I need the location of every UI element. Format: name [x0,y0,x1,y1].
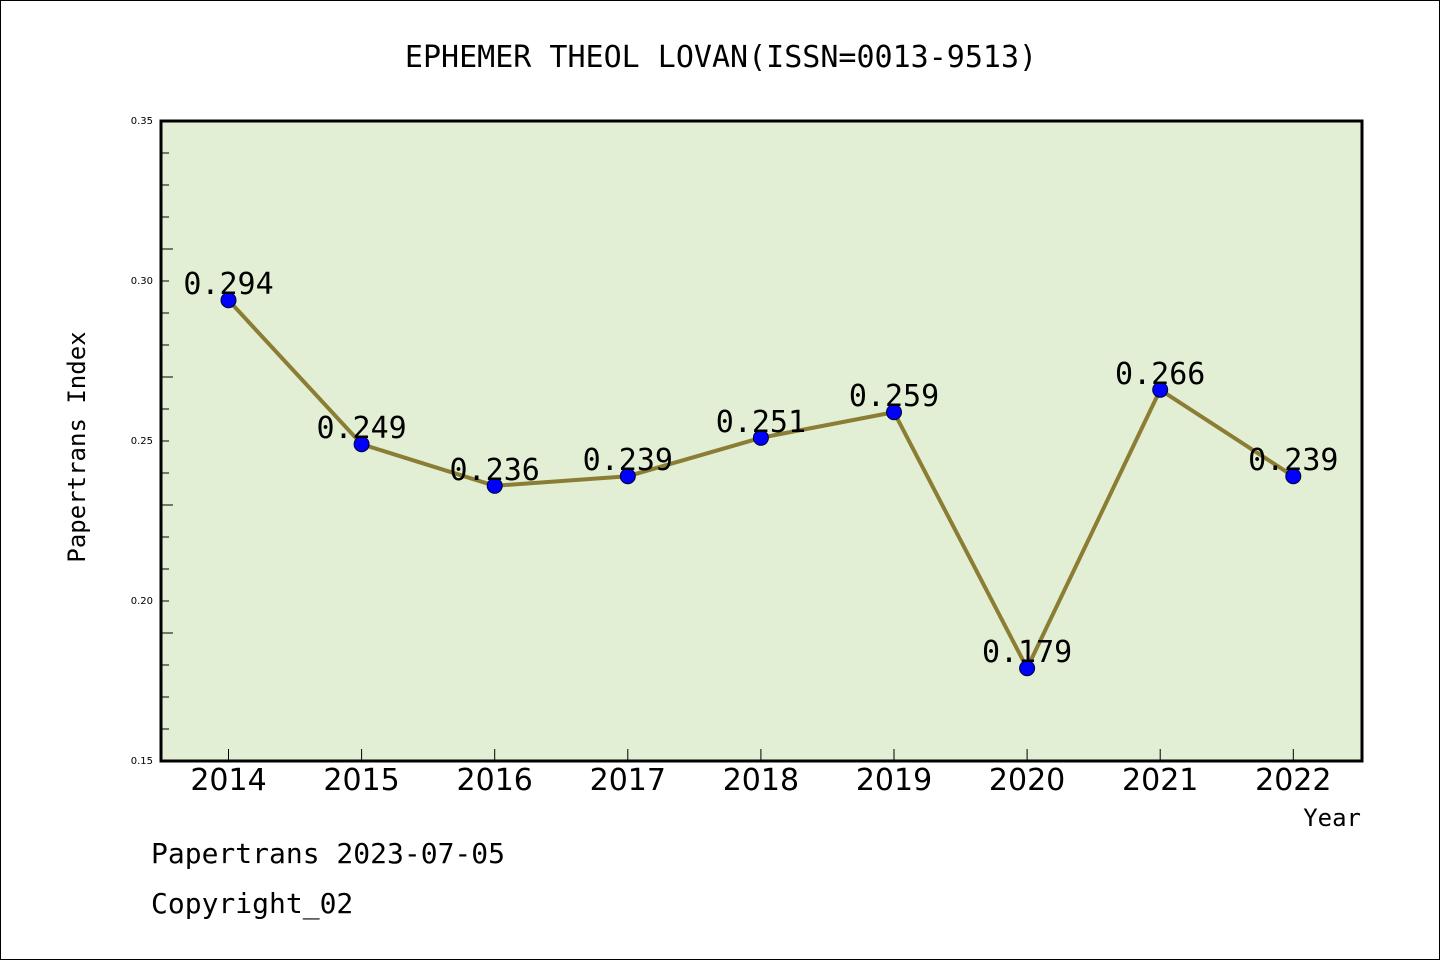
y-tick-label: 0.15 [131,756,153,767]
chart-title: EPHEMER THEOL LOVAN(ISSN=0013-9513) [405,40,1037,75]
x-tick-label: 2015 [323,763,399,798]
footer-copyright: Copyright_02 [151,887,354,920]
y-tick-label: 0.20 [131,596,153,607]
data-point [1019,660,1036,677]
y-tick-label: 0.30 [131,276,153,287]
data-label: 0.239 [583,443,673,478]
data-point [619,468,636,485]
x-tick-label: 2016 [457,763,533,798]
x-tick-label: 2014 [190,763,266,798]
data-label: 0.266 [1115,357,1205,392]
data-point [1152,381,1169,398]
x-tick-label: 2018 [723,763,799,798]
x-tick-label: 2020 [989,763,1065,798]
x-tick-label: 2019 [856,763,932,798]
data-label: 0.239 [1248,443,1338,478]
data-label: 0.236 [450,453,540,488]
data-point [486,477,503,494]
data-label: 0.251 [716,405,806,440]
x-tick-label: 2021 [1122,763,1198,798]
data-label: 0.294 [183,267,273,302]
y-axis-label: Papertrans Index [63,331,91,562]
data-label: 0.259 [849,379,939,414]
data-point [886,404,902,421]
x-tick-label: 2022 [1255,763,1331,798]
series-line-group [220,292,1302,677]
data-point [353,436,370,453]
footer-date: Papertrans 2023-07-05 [151,837,506,870]
x-axis-label: Year [1303,804,1361,832]
x-axis-ticks: 2014 2015 2016 2017 2018 2019 2020 2021 2022 [190,749,1331,798]
y-tick-label: 0.25 [131,436,153,447]
data-labels-group: 0.294 0.249 0.236 0.239 0.251 0.259 0.179 0.266… [183,267,1338,670]
x-tick-label: 2017 [590,763,666,798]
y-axis-ticks: 0.15 0.20 0.25 0.30 0.35 [131,116,173,767]
y-tick-label: 0.35 [131,116,153,127]
data-point [220,292,237,309]
data-label: 0.249 [316,411,406,446]
data-point [1285,468,1302,485]
data-point [752,429,769,446]
data-label: 0.179 [982,635,1072,670]
